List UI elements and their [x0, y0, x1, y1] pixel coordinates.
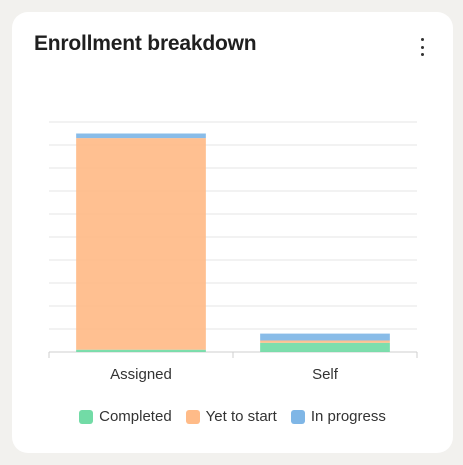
bar-completed-self — [260, 342, 390, 352]
legend-label: In progress — [310, 408, 386, 425]
kebab-menu-icon[interactable] — [414, 38, 430, 56]
x-tick-label-assigned: Assigned — [110, 366, 172, 383]
chart-legend: Completed Yet to start In progress — [12, 408, 453, 425]
bar-in-progress-self — [260, 333, 390, 341]
bar-yet-to-start-self — [260, 340, 390, 343]
card-title: Enrollment breakdown — [34, 32, 257, 55]
bar-in-progress-assigned — [76, 133, 206, 139]
legend-swatch — [185, 409, 200, 424]
bar-yet-to-start-assigned — [76, 138, 206, 350]
legend-item-yet-to-start[interactable]: Yet to start — [185, 408, 277, 425]
legend-item-in-progress[interactable]: In progress — [290, 408, 386, 425]
legend-swatch — [79, 409, 94, 424]
stacked-bar-chart: Assigned Self — [48, 121, 418, 383]
bar-completed-assigned — [76, 349, 206, 352]
legend-label: Completed — [99, 408, 172, 425]
legend-label: Yet to start — [205, 408, 277, 425]
legend-item-completed[interactable]: Completed — [79, 408, 172, 425]
x-tick-label-self: Self — [312, 366, 339, 383]
enrollment-card: Enrollment breakdown Assigned Self Comple… — [12, 12, 453, 453]
legend-swatch — [290, 409, 305, 424]
